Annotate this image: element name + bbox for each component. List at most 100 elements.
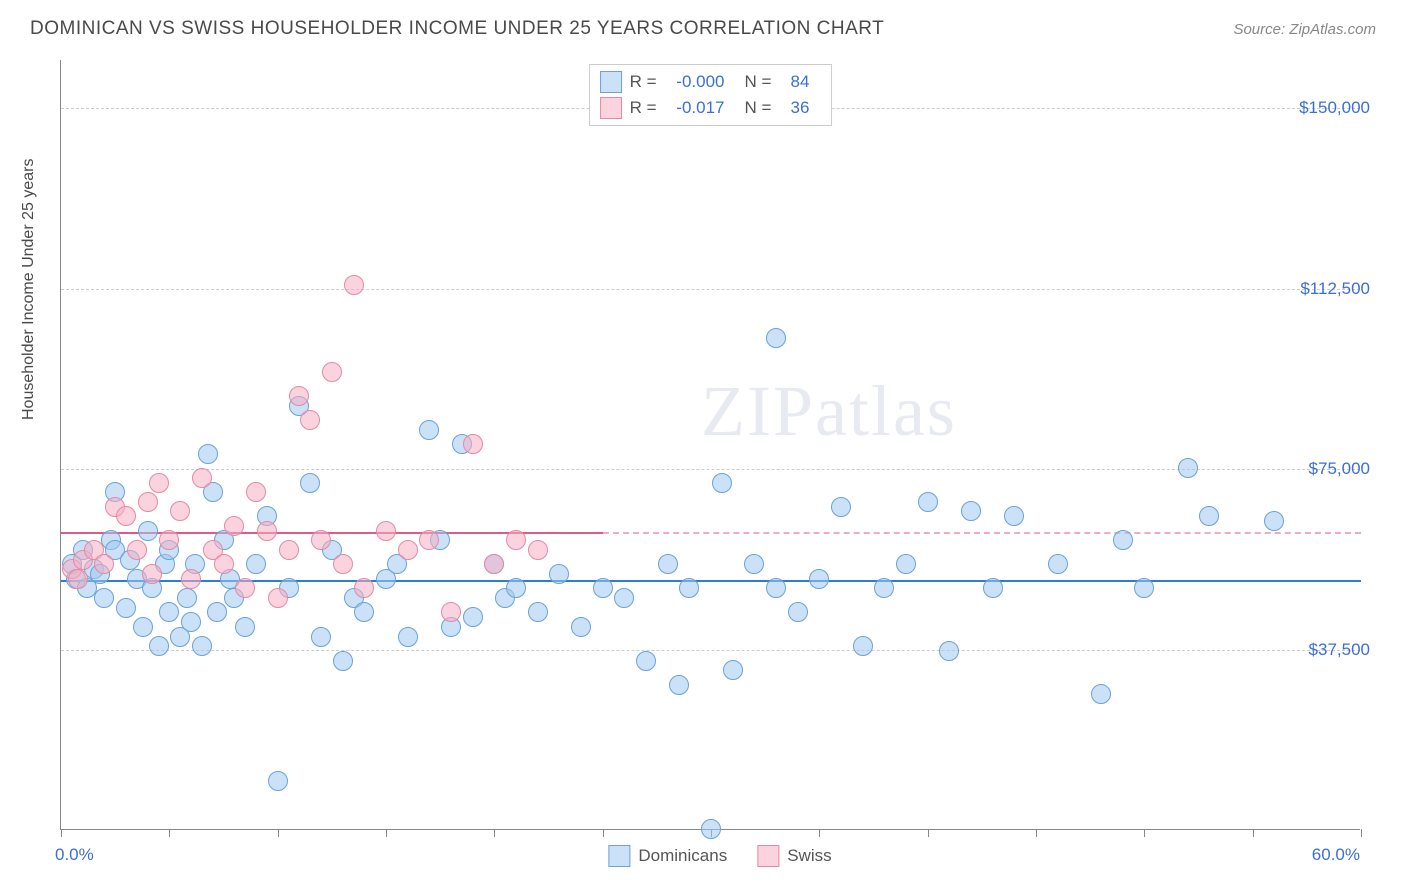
data-point-dominicans — [198, 444, 218, 464]
legend-correlation-row: R = -0.000 N = 84 — [600, 69, 822, 95]
data-point-dominicans — [874, 578, 894, 598]
data-point-swiss — [68, 569, 88, 589]
data-point-swiss — [142, 564, 162, 584]
data-point-dominicans — [831, 497, 851, 517]
watermark-bold: ZIP — [701, 371, 815, 451]
data-point-swiss — [322, 362, 342, 382]
data-point-dominicans — [1264, 511, 1284, 531]
watermark-light: atlas — [815, 371, 957, 451]
data-point-dominicans — [1199, 506, 1219, 526]
data-point-swiss — [257, 521, 277, 541]
data-point-dominicans — [788, 602, 808, 622]
trend-line-dash-swiss — [603, 532, 1361, 534]
data-point-swiss — [127, 540, 147, 560]
x-tick — [1144, 829, 1145, 837]
data-point-dominicans — [133, 617, 153, 637]
legend-series-label: Swiss — [787, 846, 831, 866]
legend-r-value: -0.000 — [665, 72, 725, 92]
y-tick-label: $112,500 — [1300, 279, 1370, 299]
x-axis-max-label: 60.0% — [1312, 845, 1360, 865]
x-tick — [603, 829, 604, 837]
data-point-dominicans — [1004, 506, 1024, 526]
legend-swatch — [600, 71, 622, 93]
data-point-dominicans — [983, 578, 1003, 598]
data-point-dominicans — [669, 675, 689, 695]
data-point-dominicans — [159, 602, 179, 622]
data-point-swiss — [311, 530, 331, 550]
legend-r-label: R = — [630, 98, 657, 118]
x-tick — [1361, 829, 1362, 837]
data-point-dominicans — [268, 771, 288, 791]
data-point-swiss — [289, 386, 309, 406]
x-tick — [819, 829, 820, 837]
y-axis-label: Householder Income Under 25 years — [20, 159, 38, 420]
data-point-dominicans — [246, 554, 266, 574]
data-point-swiss — [300, 410, 320, 430]
data-point-dominicans — [354, 602, 374, 622]
data-point-dominicans — [701, 819, 721, 839]
data-point-dominicans — [1134, 578, 1154, 598]
data-point-swiss — [419, 530, 439, 550]
data-point-dominicans — [398, 627, 418, 647]
y-tick-label: $75,000 — [1309, 459, 1370, 479]
legend-n-label: N = — [745, 72, 772, 92]
data-point-dominicans — [853, 636, 873, 656]
data-point-dominicans — [961, 501, 981, 521]
data-point-dominicans — [181, 612, 201, 632]
chart-header: DOMINICAN VS SWISS HOUSEHOLDER INCOME UN… — [0, 0, 1406, 50]
x-axis-min-label: 0.0% — [55, 845, 94, 865]
data-point-dominicans — [809, 569, 829, 589]
data-point-swiss — [344, 275, 364, 295]
data-point-swiss — [376, 521, 396, 541]
legend-swatch — [757, 845, 779, 867]
data-point-dominicans — [939, 641, 959, 661]
data-point-dominicans — [506, 578, 526, 598]
x-tick — [494, 829, 495, 837]
data-point-swiss — [159, 530, 179, 550]
data-point-dominicans — [192, 636, 212, 656]
data-point-swiss — [214, 554, 234, 574]
legend-swatch — [608, 845, 630, 867]
grid-line — [61, 650, 1360, 651]
data-point-dominicans — [614, 588, 634, 608]
legend-series-item: Dominicans — [608, 845, 727, 867]
data-point-dominicans — [1091, 684, 1111, 704]
data-point-swiss — [246, 482, 266, 502]
data-point-dominicans — [1113, 530, 1133, 550]
data-point-dominicans — [658, 554, 678, 574]
data-point-dominicans — [116, 598, 136, 618]
data-point-dominicans — [593, 578, 613, 598]
watermark: ZIPatlas — [701, 370, 957, 453]
data-point-swiss — [441, 602, 461, 622]
data-point-swiss — [354, 578, 374, 598]
legend-n-label: N = — [745, 98, 772, 118]
legend-series-item: Swiss — [757, 845, 831, 867]
data-point-dominicans — [138, 521, 158, 541]
legend-n-value: 84 — [779, 72, 809, 92]
data-point-swiss — [149, 473, 169, 493]
legend-correlation-row: R = -0.017 N = 36 — [600, 95, 822, 121]
data-point-swiss — [528, 540, 548, 560]
x-tick — [1253, 829, 1254, 837]
x-tick — [386, 829, 387, 837]
grid-line — [61, 289, 1360, 290]
data-point-dominicans — [311, 627, 331, 647]
x-tick — [61, 829, 62, 837]
legend-swatch — [600, 97, 622, 119]
data-point-swiss — [224, 516, 244, 536]
data-point-dominicans — [712, 473, 732, 493]
chart-container: ZIPatlas R =-0.000N =84R =-0.017N =36 $3… — [60, 60, 1380, 830]
data-point-dominicans — [766, 328, 786, 348]
data-point-dominicans — [207, 602, 227, 622]
data-point-swiss — [333, 554, 353, 574]
legend-n-value: 36 — [779, 98, 809, 118]
data-point-swiss — [192, 468, 212, 488]
data-point-dominicans — [918, 492, 938, 512]
x-tick — [278, 829, 279, 837]
legend-r-label: R = — [630, 72, 657, 92]
data-point-dominicans — [235, 617, 255, 637]
data-point-swiss — [398, 540, 418, 560]
data-point-dominicans — [333, 651, 353, 671]
y-tick-label: $150,000 — [1299, 98, 1370, 118]
legend-r-value: -0.017 — [665, 98, 725, 118]
